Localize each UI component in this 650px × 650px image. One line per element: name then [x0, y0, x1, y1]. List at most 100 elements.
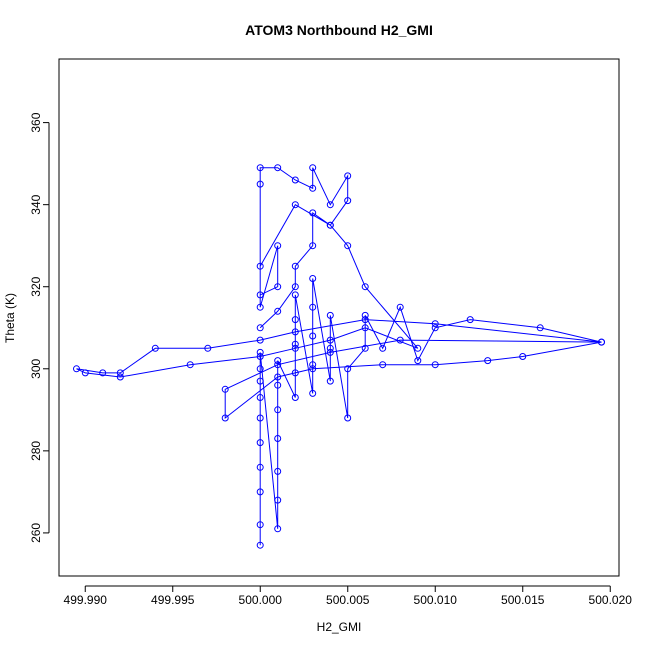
data-point	[309, 184, 317, 192]
data-point	[274, 164, 282, 172]
data-point	[309, 365, 317, 373]
data-point	[291, 291, 299, 299]
data-point	[274, 361, 282, 369]
data-point	[274, 496, 282, 504]
data-point	[361, 311, 369, 319]
data-point	[344, 197, 352, 205]
data-point	[291, 316, 299, 324]
data-point	[274, 373, 282, 381]
data-point	[221, 385, 229, 393]
x-axis: 499.990 499.995 500.000 500.005 500.010 500.0…	[64, 585, 633, 607]
data-point	[361, 324, 369, 332]
data-point	[256, 414, 264, 422]
data-point	[291, 344, 299, 352]
series-line	[76, 167, 602, 546]
data-point	[256, 348, 264, 356]
data-point	[291, 328, 299, 336]
data-point	[256, 439, 264, 447]
data-point	[326, 336, 334, 344]
data-point	[309, 361, 317, 369]
data-point	[361, 316, 369, 324]
data-point	[326, 348, 334, 356]
data-point	[326, 221, 334, 229]
data-point	[344, 172, 352, 180]
data-point	[256, 377, 264, 385]
data-point	[291, 283, 299, 291]
data-point	[326, 311, 334, 319]
data-point	[326, 201, 334, 209]
chart-title: ATOM3 Northbound H2_GMI	[245, 22, 433, 38]
data-point	[361, 344, 369, 352]
data-point	[274, 283, 282, 291]
data-point	[379, 344, 387, 352]
data-point	[309, 389, 317, 397]
data-point	[274, 406, 282, 414]
x-axis-label: H2_GMI	[317, 620, 362, 634]
y-tick-label: 360	[29, 112, 43, 132]
data-point	[344, 242, 352, 250]
data-point	[116, 369, 124, 377]
data-point	[396, 303, 404, 311]
data-point	[291, 369, 299, 377]
data-point	[396, 336, 404, 344]
data-point	[274, 357, 282, 365]
x-tick-label: 499.990	[64, 593, 108, 607]
data-point	[484, 357, 492, 365]
plot-frame	[58, 58, 620, 577]
x-tick-label: 500.000	[239, 593, 283, 607]
data-point	[256, 463, 264, 471]
data-point	[256, 394, 264, 401]
x-tick-label: 500.015	[501, 593, 545, 607]
data-point	[361, 283, 369, 291]
data-point	[309, 275, 317, 282]
data-point	[256, 488, 264, 496]
data-point	[256, 291, 264, 299]
data-point	[256, 324, 264, 332]
x-tick-label: 500.005	[326, 593, 370, 607]
data-point	[309, 242, 317, 250]
data-point	[414, 344, 422, 352]
data-point	[309, 164, 317, 172]
y-tick-label: 300	[29, 358, 43, 378]
data-point	[256, 336, 264, 344]
data-point	[309, 303, 317, 311]
plot-area	[73, 164, 605, 549]
data-point	[151, 344, 159, 352]
data-point	[309, 209, 317, 217]
data-point	[414, 357, 422, 365]
data-point	[536, 324, 544, 332]
data-point	[274, 307, 282, 315]
y-tick-label: 280	[29, 441, 43, 461]
data-point	[466, 316, 474, 324]
data-point	[291, 201, 299, 209]
data-point	[256, 365, 264, 373]
y-axis-label: Theta (K)	[3, 293, 17, 343]
data-point	[221, 414, 229, 422]
y-tick-label: 260	[29, 523, 43, 543]
data-point	[73, 365, 80, 373]
data-point	[379, 361, 387, 369]
data-point	[274, 525, 282, 533]
data-point	[326, 344, 334, 352]
data-point	[256, 541, 264, 549]
data-point	[256, 353, 264, 360]
data-point	[274, 467, 282, 475]
data-point	[291, 340, 299, 348]
data-point	[81, 369, 89, 377]
data-point	[291, 176, 299, 184]
data-point	[274, 381, 282, 389]
data-point	[116, 373, 124, 381]
data-point	[431, 324, 439, 332]
data-point	[99, 369, 107, 377]
y-axis: 260 280 300 320 340 360	[29, 112, 50, 543]
y-tick-label: 340	[29, 194, 43, 214]
data-point	[256, 303, 264, 311]
data-point	[598, 338, 605, 346]
x-tick-label: 500.020	[589, 593, 633, 607]
data-point	[309, 332, 317, 340]
data-point	[291, 262, 299, 270]
data-point	[344, 414, 352, 422]
x-tick-label: 500.010	[414, 593, 458, 607]
data-point	[291, 394, 299, 401]
